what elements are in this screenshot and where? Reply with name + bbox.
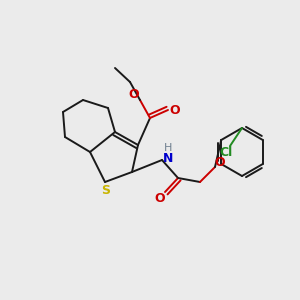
Text: O: O	[215, 155, 225, 169]
Text: N: N	[163, 152, 173, 164]
Text: O: O	[129, 88, 139, 101]
Text: Cl: Cl	[219, 146, 232, 160]
Text: O: O	[155, 193, 165, 206]
Text: O: O	[170, 103, 180, 116]
Text: S: S	[101, 184, 110, 197]
Text: H: H	[164, 143, 172, 153]
